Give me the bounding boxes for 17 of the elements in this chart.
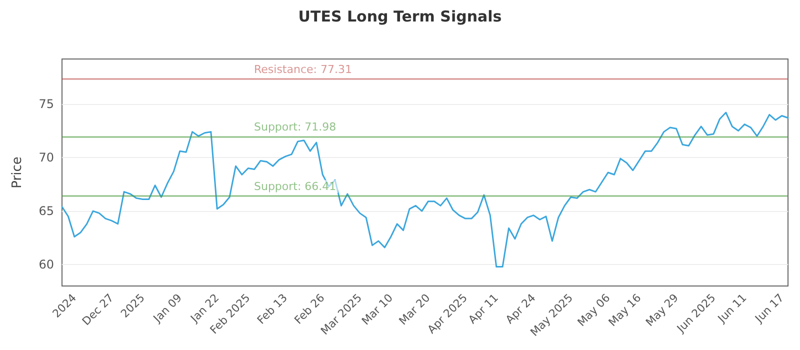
y-tick-label: 65 bbox=[38, 204, 54, 218]
y-tick-label: 75 bbox=[38, 96, 54, 111]
x-tick-label: Jun 11 bbox=[714, 291, 750, 326]
ref-line-label: Resistance: 77.31 bbox=[254, 63, 352, 76]
x-tick-label: Apr 11 bbox=[466, 291, 501, 326]
x-tick-label: Dec 27 bbox=[80, 291, 116, 328]
x-tick-label: Apr 24 bbox=[503, 291, 538, 326]
x-tick-label: Jan 09 bbox=[150, 291, 184, 326]
y-tick-label: 70 bbox=[38, 150, 54, 165]
x-tick-label: Jun 17 bbox=[752, 291, 786, 326]
x-tick-label: Feb 13 bbox=[254, 291, 290, 327]
y-axis-title: Price bbox=[10, 156, 25, 188]
line-series bbox=[61, 112, 789, 268]
chart-title: UTES Long Term Signals bbox=[298, 8, 502, 26]
ref-line-label: Support: 71.98 bbox=[254, 120, 336, 134]
y-tick-label: 60 bbox=[38, 258, 54, 272]
ref-line-label: Support: 66.41 bbox=[254, 180, 336, 193]
